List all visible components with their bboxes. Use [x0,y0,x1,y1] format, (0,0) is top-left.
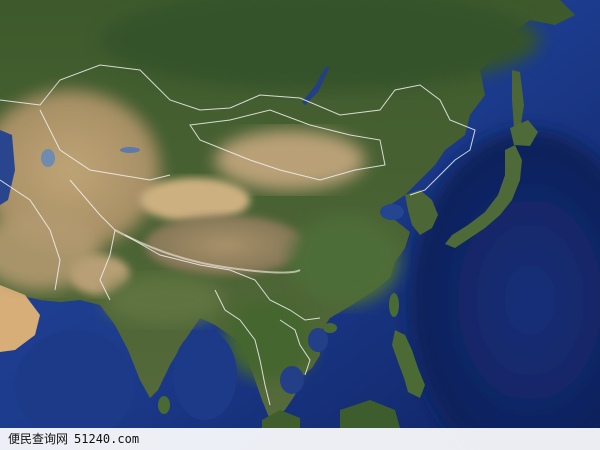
watermark-site-name: 便民查询网 [8,432,69,446]
lake-baikal [302,66,330,105]
watermark: 便民查询网 51240.com [8,431,139,447]
hainan [323,323,337,333]
arabian-sea [15,330,135,440]
hokkaido [510,120,538,146]
country-borders [0,64,476,406]
india-plain [105,275,225,325]
thar-desert [70,255,130,295]
southeast-asia-forest [225,300,315,380]
sakhalin [512,70,524,130]
philippines [392,330,425,398]
siberia-forest [100,0,540,90]
bay-of-bengal [173,330,237,420]
caspian-sea [0,130,15,205]
taiwan [389,293,399,317]
gulf-of-tonkin [308,328,328,352]
bohai-sea [380,204,404,220]
central-asia-arid [0,90,160,250]
watermark-url: 51240.com [74,432,140,446]
tibetan-plateau [145,215,305,275]
taklamakan [140,178,250,222]
sri-lanka [158,396,170,414]
aral-sea [41,149,55,167]
balkhash-lake [120,147,140,153]
sumatra [262,410,300,428]
borneo [340,400,400,428]
gobi [215,130,365,190]
japan [445,145,522,248]
east-china-green [290,215,400,305]
arabia [0,285,40,352]
himalaya-ridge [114,229,301,274]
gulf-of-thailand [280,366,304,394]
pacific-deep [410,130,600,450]
korea [405,190,438,235]
watermark-bar [0,428,600,450]
